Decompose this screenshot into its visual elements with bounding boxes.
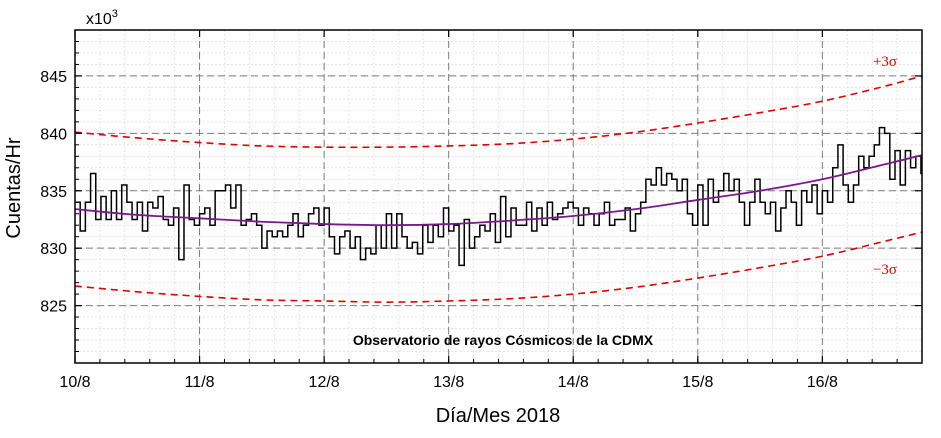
y-tick-label: 840 (40, 126, 67, 143)
upper-sigma-label: +3σ (873, 54, 897, 70)
series-group (75, 75, 922, 303)
x-tick-label: 16/8 (807, 374, 838, 391)
counts-step-line (75, 126, 922, 267)
ticks: 10/8 11/8 12/8 13/8 14/8 15/8 16/8 825 830 835 840… (40, 29, 923, 391)
series-layer (75, 75, 922, 303)
y-axis-title: Cuentas/Hr (3, 137, 25, 238)
grid (74, 29, 923, 364)
x-tick-label: 13/8 (433, 374, 464, 391)
y-tick-label: 845 (40, 69, 67, 86)
y-tick-label: 835 (40, 184, 67, 201)
lower-sigma-label: −3σ (873, 262, 897, 278)
fit-curve (75, 154, 922, 227)
upper-sigma-curve (75, 75, 922, 149)
x-tick-label: 12/8 (309, 374, 340, 391)
x-tick-label: 11/8 (185, 374, 215, 391)
observatory-annotation: Observatorio de rayos Cósmicos de la CDM… (353, 332, 654, 348)
y-tick-label: 825 (40, 299, 67, 316)
x-tick-label: 10/8 (59, 374, 90, 391)
y-tick-label: 830 (40, 241, 67, 258)
x-tick-label: 14/8 (558, 374, 589, 391)
lower-sigma-curve (75, 231, 922, 303)
x-axis-title: Día/Mes 2018 (436, 405, 561, 427)
x-tick-label: 15/8 (682, 374, 713, 391)
y-multiplier-label: x103 (86, 8, 118, 28)
